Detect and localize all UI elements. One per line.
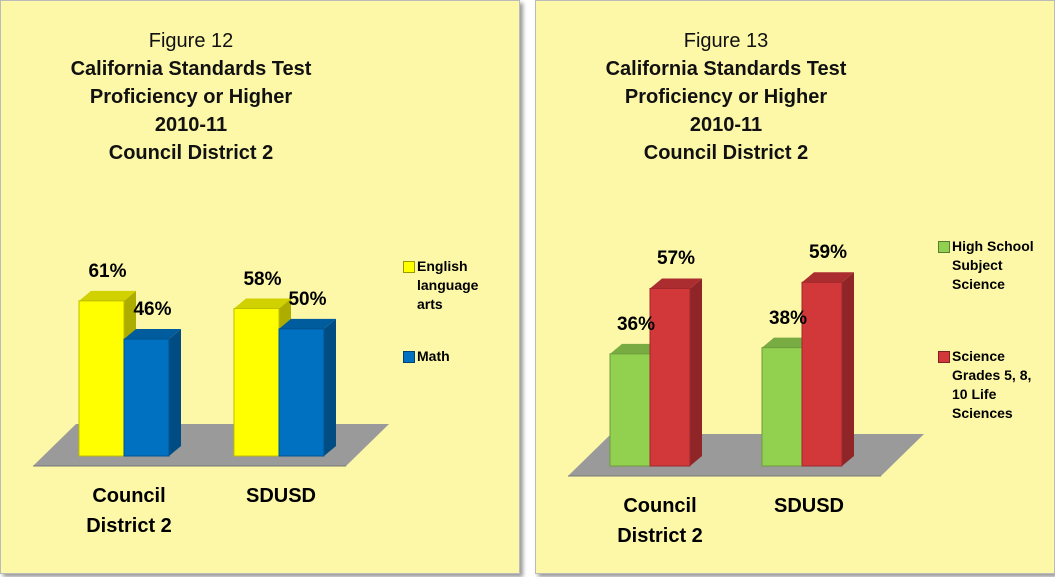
figure-label: Figure 13 bbox=[683, 30, 769, 52]
bar bbox=[801, 281, 843, 467]
legend-label: English language arts bbox=[417, 258, 479, 312]
chart-panel: Figure 13 California Standards Test Profic… bbox=[535, 0, 1055, 574]
bar-side bbox=[842, 272, 854, 466]
value-label: 58% bbox=[243, 268, 282, 290]
x-tick-label: Council District 2 bbox=[86, 485, 172, 537]
bar-top bbox=[610, 343, 662, 354]
bar-top bbox=[802, 272, 854, 283]
bar bbox=[123, 338, 170, 457]
bar-top bbox=[762, 337, 814, 348]
chart-title: 2010-11 bbox=[689, 114, 763, 136]
figure-label: Figure 12 bbox=[148, 30, 234, 52]
legend-label: Science Grades 5, 8, 10 Life Sciences bbox=[952, 348, 1032, 421]
chart-title: California Standards Test bbox=[70, 58, 312, 80]
bar bbox=[278, 328, 325, 457]
bar-top bbox=[650, 278, 702, 289]
chart-title: Proficiency or Higher bbox=[89, 86, 293, 108]
chart-title: Council District 2 bbox=[643, 142, 809, 164]
value-label: 46% bbox=[133, 299, 172, 321]
bar-top bbox=[234, 298, 291, 309]
bar bbox=[233, 308, 280, 457]
chart bbox=[568, 272, 924, 477]
legend-swatch bbox=[938, 351, 950, 363]
bar bbox=[78, 300, 125, 457]
legend-label: High School Subject Science bbox=[952, 238, 1034, 292]
chart-title: Proficiency or Higher bbox=[624, 86, 828, 108]
bar-top bbox=[79, 290, 136, 301]
bar-side bbox=[690, 278, 702, 466]
bar-side bbox=[169, 329, 181, 456]
value-label: 50% bbox=[288, 288, 327, 310]
legend-label: Math bbox=[417, 348, 450, 364]
chart bbox=[33, 290, 389, 467]
bar bbox=[609, 353, 651, 467]
x-tick-label: Council District 2 bbox=[617, 495, 703, 547]
bar bbox=[761, 347, 803, 467]
chart-title: California Standards Test bbox=[605, 58, 847, 80]
bar-top bbox=[124, 329, 181, 340]
chart-title: Council District 2 bbox=[108, 142, 274, 164]
x-tick-label: SDUSD bbox=[245, 485, 316, 507]
x-tick-label: SDUSD bbox=[773, 495, 844, 517]
value-label: 36% bbox=[616, 313, 656, 335]
bar-top bbox=[279, 318, 336, 329]
value-label: 59% bbox=[808, 242, 848, 264]
value-label: 38% bbox=[768, 307, 808, 329]
chart-panel: Figure 12 California Standards Test Profic… bbox=[0, 0, 520, 574]
legend-swatch bbox=[403, 261, 415, 273]
value-label: 61% bbox=[88, 260, 127, 282]
bar-side bbox=[324, 318, 336, 456]
legend-swatch bbox=[938, 241, 950, 253]
bar bbox=[649, 287, 691, 467]
chart-title: 2010-11 bbox=[154, 114, 228, 136]
legend-swatch bbox=[403, 351, 415, 363]
value-label: 57% bbox=[656, 248, 696, 270]
